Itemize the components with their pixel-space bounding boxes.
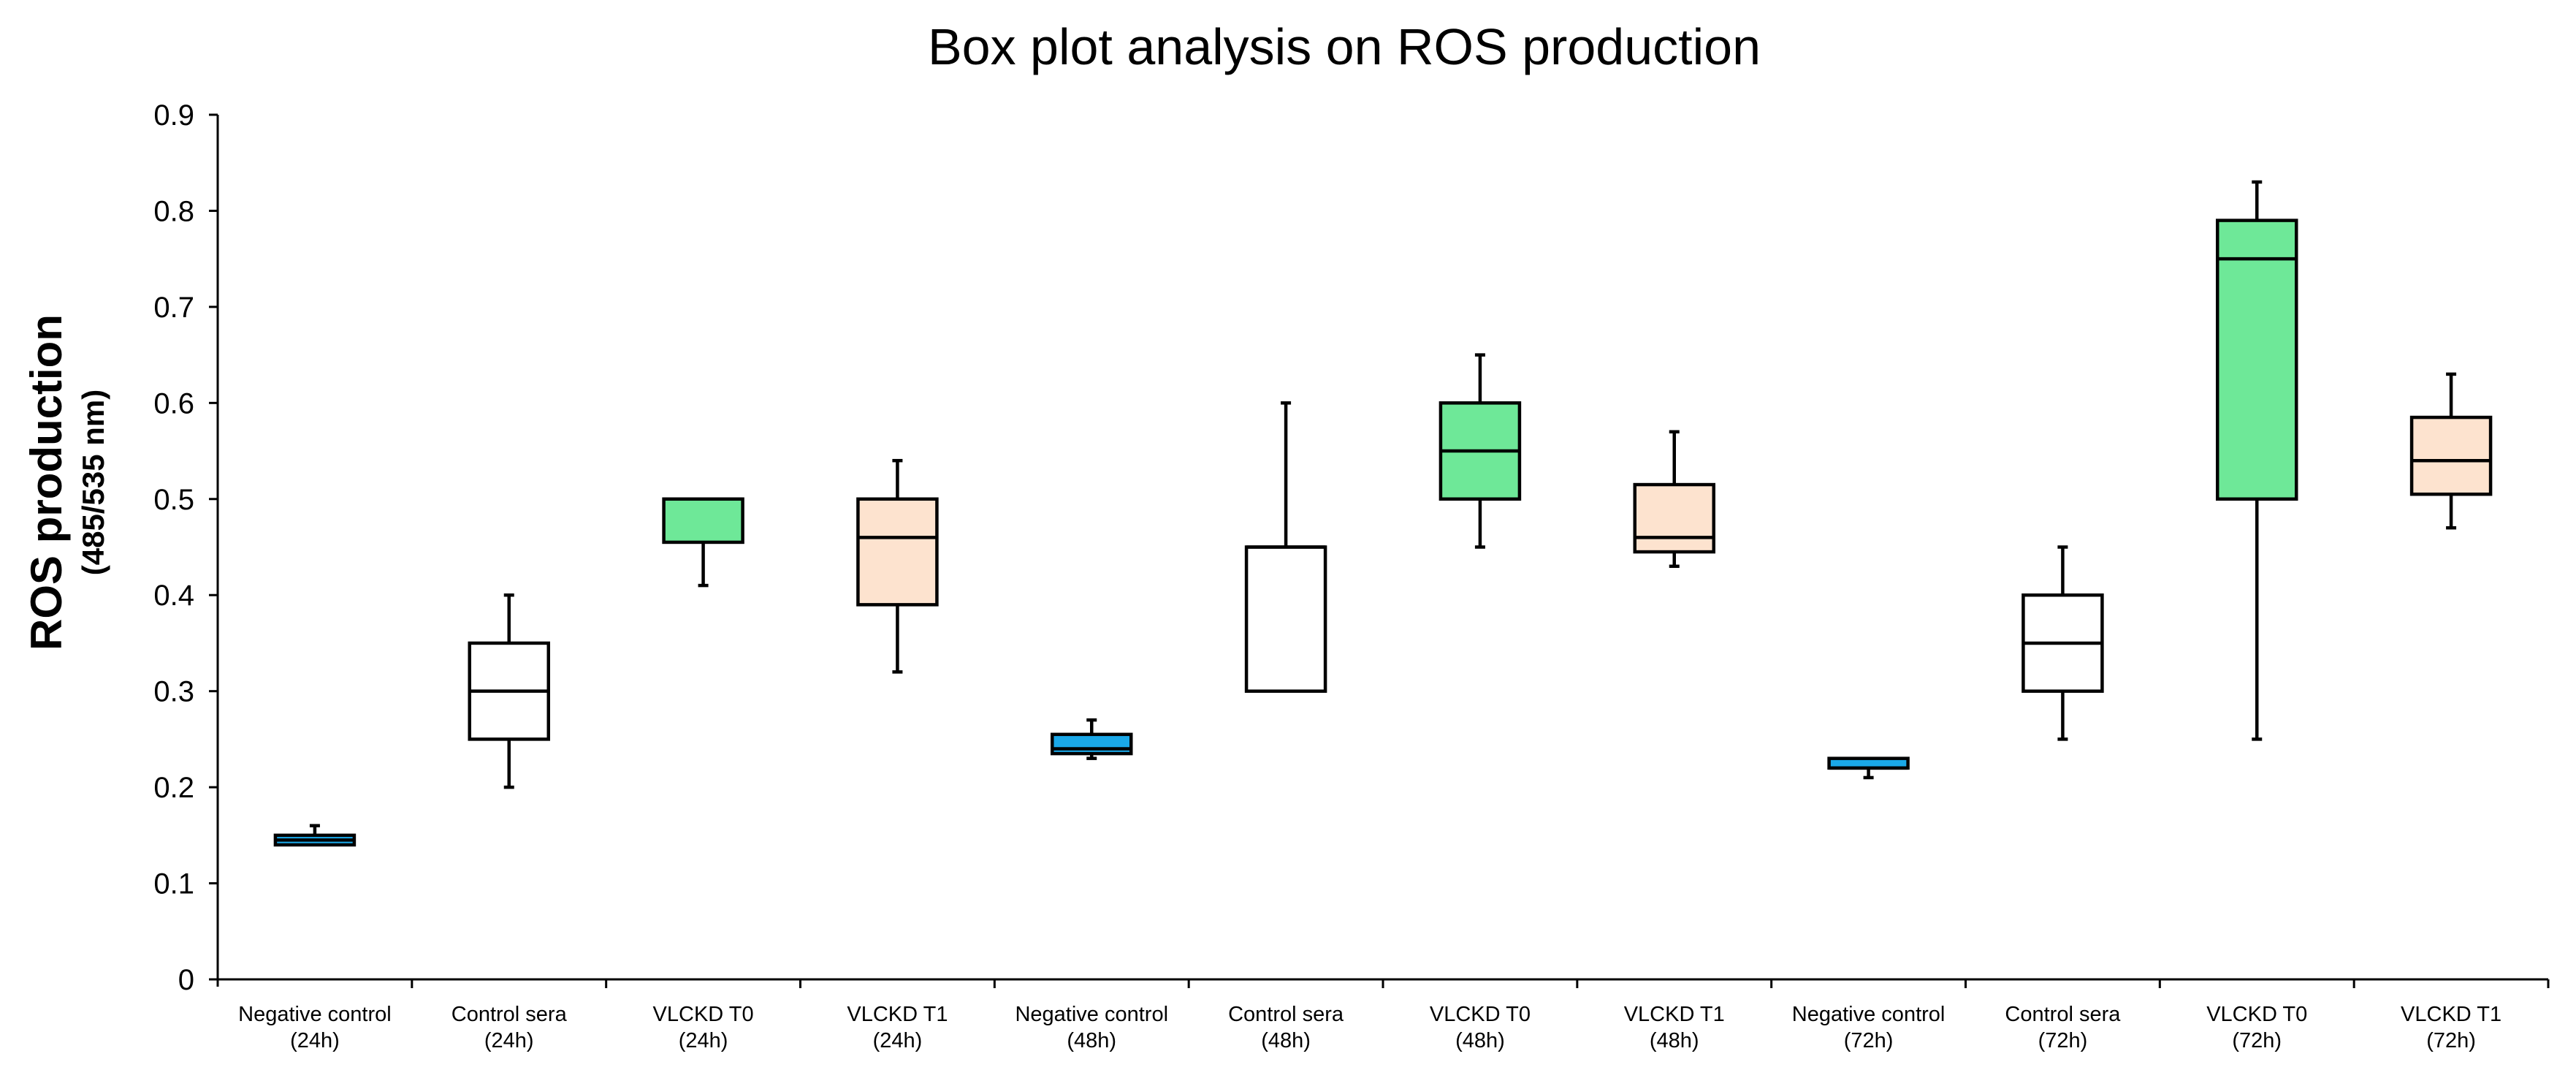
y-tick-label: 0.9 bbox=[153, 99, 194, 132]
x-category-sublabel: (72h) bbox=[2426, 1029, 2476, 1052]
box-iqr bbox=[856, 497, 939, 607]
x-category-label: Control sera bbox=[451, 1003, 568, 1026]
chart-title: Box plot analysis on ROS production bbox=[928, 18, 1761, 75]
x-category-label: Control sera bbox=[1228, 1003, 1344, 1026]
y-tick-label: 0.4 bbox=[153, 580, 194, 612]
box-iqr bbox=[1633, 482, 1715, 554]
x-category-sublabel: (48h) bbox=[1261, 1029, 1311, 1052]
box-iqr bbox=[662, 497, 744, 544]
x-category-label: Negative control bbox=[238, 1003, 392, 1026]
x-category-sublabel: (48h) bbox=[1455, 1029, 1505, 1052]
x-category-sublabel: (48h) bbox=[1650, 1029, 1699, 1052]
box-iqr bbox=[2409, 415, 2493, 496]
x-category-sublabel: (24h) bbox=[484, 1029, 534, 1052]
x-category-label: VLCKD T0 bbox=[653, 1003, 754, 1026]
y-tick-label: 0.8 bbox=[153, 195, 194, 227]
x-category-sublabel: (24h) bbox=[873, 1029, 923, 1052]
plot-area: 0 0.1 0.2 0.3 0.4 0.5 0.6 0.7 0.8 0.9 Negative con… bbox=[153, 99, 2550, 1052]
y-tick-label: 0.5 bbox=[153, 484, 194, 516]
y-axis-label: ROS production bbox=[22, 314, 71, 650]
y-tick-label: 0 bbox=[178, 964, 194, 996]
x-category-label: Control sera bbox=[2005, 1003, 2121, 1026]
x-category-sublabel: (72h) bbox=[2038, 1029, 2088, 1052]
y-axis-units: (485/535 nm) bbox=[76, 390, 110, 575]
x-category-label: VLCKD T1 bbox=[2401, 1003, 2501, 1026]
x-category-label: VLCKD T1 bbox=[847, 1003, 948, 1026]
x-category-label: Negative control bbox=[1015, 1003, 1168, 1026]
y-tick-label: 0.1 bbox=[153, 868, 194, 900]
y-tick-label: 0.2 bbox=[153, 772, 194, 804]
x-category-sublabel: (48h) bbox=[1067, 1029, 1116, 1052]
y-tick-label: 0.7 bbox=[153, 292, 194, 324]
y-tick-label: 0.3 bbox=[153, 676, 194, 708]
x-category-sublabel: (24h) bbox=[679, 1029, 728, 1052]
x-category-sublabel: (72h) bbox=[1844, 1029, 1894, 1052]
box-iqr bbox=[2216, 219, 2298, 501]
box-iqr bbox=[1244, 545, 1327, 693]
x-category-label: VLCKD T1 bbox=[1624, 1003, 1725, 1026]
x-category-sublabel: (24h) bbox=[290, 1029, 340, 1052]
y-tick-label: 0.6 bbox=[153, 387, 194, 420]
box-iqr bbox=[1051, 732, 1133, 756]
x-category-label: Negative control bbox=[1792, 1003, 1946, 1026]
x-category-sublabel: (72h) bbox=[2232, 1029, 2282, 1052]
x-category-label: VLCKD T0 bbox=[2206, 1003, 2307, 1026]
x-category-label: VLCKD T0 bbox=[1430, 1003, 1531, 1026]
